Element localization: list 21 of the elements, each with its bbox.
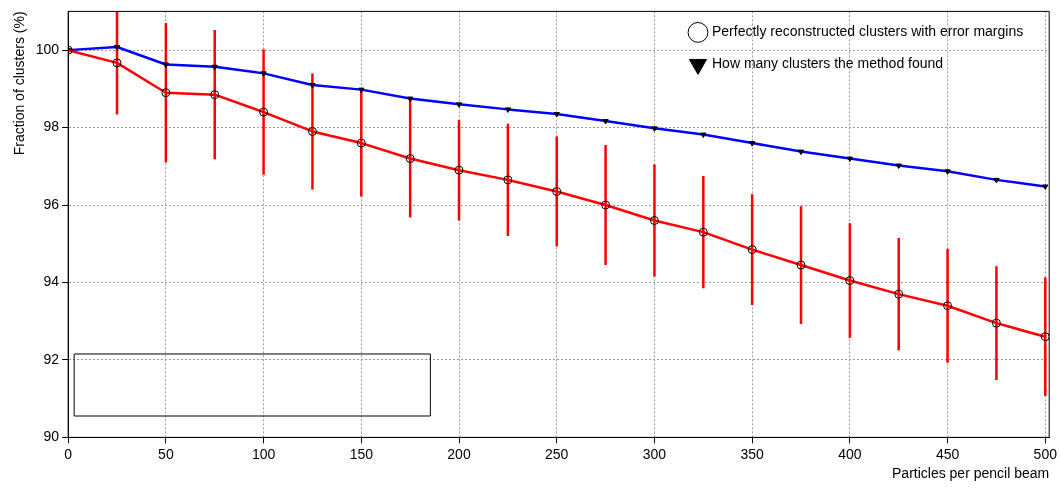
legend-label: Perfectly reconstructed clusters with error margins (711, 23, 1024, 40)
x-tick-label: 450 (935, 445, 960, 462)
x-tick-label: 300 (642, 445, 667, 462)
y-axis-title: Fraction of clusters (%) (11, 11, 28, 156)
x-tick-label: 50 (158, 445, 174, 462)
x-tick-label: 250 (545, 445, 569, 462)
legend-label: How many clusters the method found (711, 55, 944, 72)
y-tick-label: 90 (43, 428, 60, 445)
x-tick-label: 0 (64, 445, 73, 462)
y-tick-label: 94 (43, 273, 60, 290)
x-tick-label: 200 (447, 445, 471, 462)
x-tick-label: 150 (349, 445, 374, 462)
y-tick-label: 96 (43, 195, 60, 212)
x-tick-label: 500 (1033, 445, 1058, 462)
y-tick-label: 98 (43, 118, 60, 135)
x-tick-label: 350 (740, 445, 765, 462)
x-tick-label: 400 (838, 445, 862, 462)
x-axis-title: Particles per pencil beam (892, 465, 1050, 482)
x-tick-label: 100 (251, 445, 276, 462)
y-tick-label: 92 (43, 350, 60, 367)
y-tick-label: 100 (35, 40, 60, 57)
